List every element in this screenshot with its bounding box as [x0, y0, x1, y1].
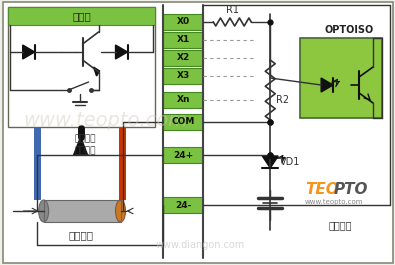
Bar — [164, 147, 203, 163]
Text: COM: COM — [172, 117, 195, 126]
Polygon shape — [23, 45, 35, 59]
Text: Xn: Xn — [177, 95, 190, 104]
Text: www.diangon.com: www.diangon.com — [156, 240, 245, 250]
Bar — [164, 14, 203, 30]
Text: X3: X3 — [177, 72, 190, 81]
Ellipse shape — [115, 200, 126, 222]
Text: 主电路: 主电路 — [72, 11, 91, 21]
Polygon shape — [115, 45, 128, 59]
Bar — [164, 50, 203, 66]
Text: 内置电源: 内置电源 — [328, 220, 352, 230]
Bar — [164, 14, 203, 30]
Bar — [44, 200, 120, 222]
Bar — [300, 38, 382, 118]
Bar — [44, 200, 120, 222]
Polygon shape — [321, 78, 333, 92]
Bar — [300, 38, 382, 118]
Bar — [164, 114, 203, 130]
Text: R1: R1 — [226, 5, 239, 15]
Text: 24+: 24+ — [173, 151, 194, 160]
Text: 24-: 24- — [175, 201, 192, 210]
Text: VD1: VD1 — [280, 157, 301, 167]
Text: X2: X2 — [177, 54, 190, 63]
Text: PTO: PTO — [334, 183, 369, 197]
Text: TEO: TEO — [305, 183, 339, 197]
Polygon shape — [262, 156, 278, 168]
Bar — [8, 7, 156, 25]
Text: 外置电源: 外置电源 — [68, 230, 93, 240]
Ellipse shape — [39, 200, 49, 222]
Polygon shape — [94, 67, 100, 76]
Bar — [164, 197, 203, 213]
Text: www.teopto.com: www.teopto.com — [305, 199, 364, 205]
Text: X1: X1 — [177, 36, 190, 45]
Text: R2: R2 — [276, 95, 290, 105]
Bar — [164, 68, 203, 84]
Bar — [8, 7, 156, 127]
Text: X0: X0 — [177, 17, 190, 26]
Bar — [164, 114, 203, 130]
Bar — [164, 68, 203, 84]
Bar — [164, 92, 203, 108]
Polygon shape — [73, 137, 88, 155]
Bar — [164, 50, 203, 66]
Bar — [164, 197, 203, 213]
Bar — [164, 92, 203, 108]
Text: www.teopto.com: www.teopto.com — [23, 111, 188, 130]
Bar — [34, 128, 41, 200]
Bar — [164, 32, 203, 48]
Text: OPTOISO: OPTOISO — [324, 25, 374, 35]
Bar — [8, 7, 156, 25]
Bar — [164, 32, 203, 48]
Bar — [164, 147, 203, 163]
Bar — [118, 128, 126, 200]
Text: 直流两线
接近开关: 直流两线 接近开关 — [75, 135, 96, 155]
